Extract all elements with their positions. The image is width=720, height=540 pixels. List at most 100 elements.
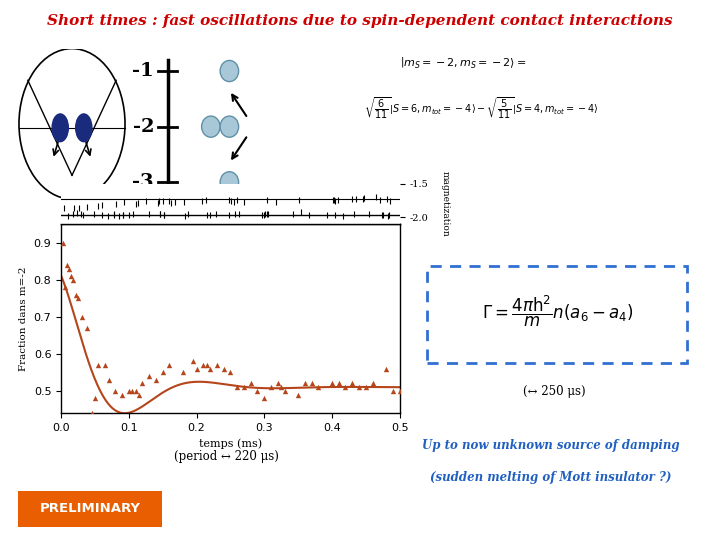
Text: (period ↔ 220 μs): (period ↔ 220 μs) (174, 450, 279, 463)
Point (202, 211, 213, 219)
Point (346, 379, 358, 388)
Text: Up to now unknown source of damping: Up to now unknown source of damping (422, 439, 680, 452)
Ellipse shape (220, 116, 238, 137)
Point (103, 211, 114, 220)
Point (130, 199, 142, 208)
Text: $\Gamma= \dfrac{4\pi\mathrm{h}^2}{m} n\left(a_6 - a_4\right)$: $\Gamma= \dfrac{4\pi\mathrm{h}^2}{m} n\l… (482, 293, 634, 329)
Point (238, 383, 250, 391)
Point (71, 290, 82, 299)
Point (96, 200, 107, 209)
Point (381, 195, 392, 204)
Point (258, 211, 269, 219)
Point (179, 211, 191, 220)
Point (78, 210, 89, 219)
Point (340, 383, 351, 391)
Point (163, 361, 175, 369)
Point (109, 387, 121, 395)
Point (384, 211, 395, 219)
Text: magnetization: magnetization (440, 171, 449, 237)
Point (363, 210, 374, 218)
Point (108, 211, 120, 219)
Point (58, 204, 69, 213)
Point (63, 211, 74, 220)
Point (377, 210, 388, 219)
Point (387, 387, 399, 395)
Point (231, 383, 243, 391)
Point (103, 375, 114, 384)
Point (113, 211, 125, 220)
Point (321, 211, 333, 219)
Point (143, 210, 155, 218)
Point (245, 379, 256, 388)
Text: $\left| m_S = -2, m_S = -2 \right\rangle =$: $\left| m_S = -2, m_S = -2 \right\rangle… (400, 55, 526, 70)
Point (152, 199, 163, 207)
Point (96, 211, 108, 220)
Point (59, 283, 71, 292)
Point (233, 210, 245, 219)
Point (347, 195, 359, 204)
Point (73, 204, 84, 212)
Point (108, 210, 120, 219)
Point (231, 196, 243, 205)
Text: PRELIMINARY: PRELIMINARY (40, 502, 140, 516)
Point (150, 375, 162, 384)
Point (127, 210, 139, 219)
Point (348, 210, 360, 218)
Point (223, 211, 235, 220)
Point (93, 201, 104, 210)
Point (99, 361, 111, 369)
Point (86, 409, 97, 417)
Point (66, 272, 77, 280)
Point (154, 210, 166, 218)
Point (261, 196, 273, 205)
Point (275, 383, 287, 391)
Ellipse shape (52, 114, 68, 141)
Point (299, 379, 310, 388)
Point (329, 197, 341, 205)
FancyBboxPatch shape (427, 266, 687, 363)
Point (351, 194, 362, 203)
Point (238, 198, 249, 207)
Point (328, 196, 340, 205)
Point (72, 294, 84, 302)
Point (358, 195, 369, 204)
Point (68, 275, 79, 284)
Point (293, 195, 305, 204)
Point (158, 211, 170, 219)
Point (123, 210, 135, 219)
Text: (sudden melting of Mott insulator ?): (sudden melting of Mott insulator ?) (430, 471, 672, 484)
Point (359, 194, 370, 202)
Point (332, 196, 343, 205)
Text: -3: -3 (132, 173, 154, 191)
Point (127, 387, 138, 395)
Point (130, 387, 141, 395)
Text: -1: -1 (132, 62, 154, 80)
Point (230, 210, 241, 218)
Point (394, 387, 405, 395)
Point (61, 260, 73, 269)
Point (67, 210, 78, 218)
Ellipse shape (220, 172, 238, 193)
Point (93, 361, 104, 369)
Ellipse shape (202, 116, 220, 137)
Point (137, 379, 148, 388)
Point (197, 361, 209, 369)
Text: (↔ 250 μs): (↔ 250 μs) (523, 385, 585, 398)
Point (200, 195, 212, 204)
Point (157, 368, 168, 377)
Point (259, 210, 271, 218)
Point (272, 379, 284, 388)
Point (170, 198, 181, 206)
Point (133, 390, 145, 399)
Point (295, 208, 307, 217)
Point (225, 368, 236, 377)
Text: $\sqrt{\dfrac{6}{11}}\left|S=6, m_{tot}=-4\right\rangle - \sqrt{\dfrac{5}{11}}\l: $\sqrt{\dfrac{6}{11}}\left|S=6, m_{tot}=… (364, 95, 598, 121)
Point (110, 199, 122, 208)
Point (143, 372, 155, 380)
Point (75, 210, 86, 218)
Point (211, 361, 222, 369)
Point (179, 198, 190, 207)
Point (182, 210, 194, 218)
Point (123, 387, 135, 395)
Point (132, 199, 144, 207)
